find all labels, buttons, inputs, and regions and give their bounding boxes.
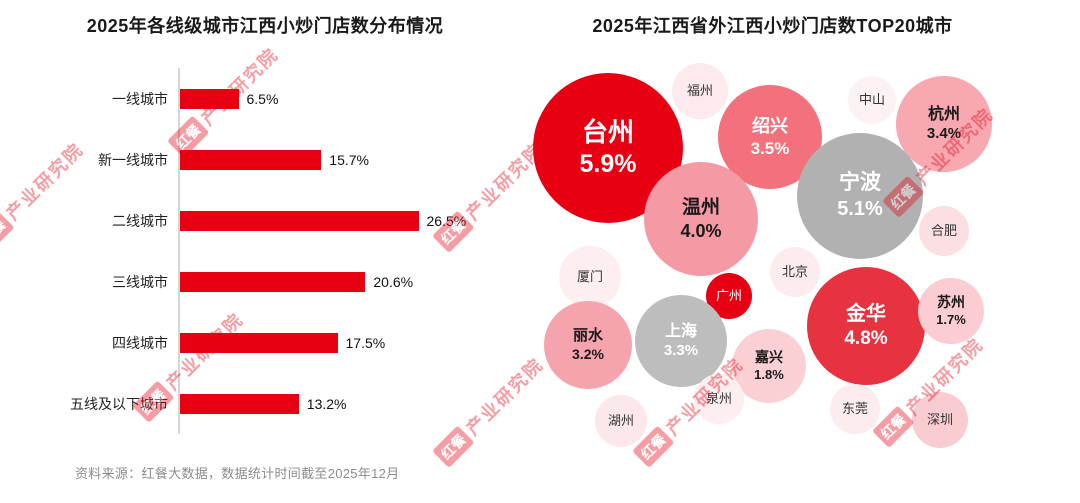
bubble-合肥: 合肥 bbox=[919, 206, 969, 256]
bubble-city-label: 绍兴 bbox=[752, 116, 788, 137]
bar-chart-plot-area: 一线城市 6.5% 新一线城市 15.7% 二线城市 26.5% 三线城市 20.6% 四线城市… bbox=[50, 68, 480, 434]
bubble-chart-title: 2025年江西省外江西小炒门店数TOP20城市 bbox=[592, 16, 953, 36]
bar-value-label: 13.2% bbox=[306, 395, 347, 412]
bubble-嘉兴: 嘉兴 1.8% bbox=[732, 329, 806, 403]
bar-track: 6.5% bbox=[178, 68, 480, 129]
bubble-city-label: 广州 bbox=[715, 287, 742, 303]
bubble-丽水: 丽水 3.2% bbox=[544, 301, 632, 389]
bubble-杭州: 杭州 3.4% bbox=[896, 76, 992, 172]
source-note: 资料来源：红餐大数据，数据统计时间截至2025年12月 bbox=[75, 466, 400, 481]
bubble-value-label: 3.2% bbox=[572, 345, 604, 362]
bubble-金华: 金华 4.8% bbox=[807, 267, 925, 385]
bar-track: 26.5% bbox=[178, 190, 480, 251]
bar-row: 三线城市 20.6% bbox=[50, 251, 480, 312]
bubble-value-label: 4.0% bbox=[680, 220, 722, 241]
bar-row: 一线城市 6.5% bbox=[50, 68, 480, 129]
bar-category-label: 五线及以下城市 bbox=[70, 395, 168, 412]
bubble-value-label: 3.4% bbox=[926, 124, 962, 142]
bar bbox=[180, 332, 338, 353]
bubble-city-label: 中山 bbox=[858, 91, 885, 107]
bar-chart-title: 2025年各线级城市江西小炒门店数分布情况 bbox=[86, 16, 444, 36]
bar bbox=[180, 149, 322, 170]
bar-track: 20.6% bbox=[178, 251, 480, 312]
bar-track: 17.5% bbox=[178, 312, 480, 373]
bubble-value-label: 5.9% bbox=[579, 149, 637, 178]
bubble-city-label: 宁波 bbox=[839, 171, 881, 195]
bar-track: 15.7% bbox=[178, 129, 480, 190]
bar-value-label: 26.5% bbox=[426, 212, 467, 229]
bar bbox=[180, 88, 239, 109]
bubble-city-label: 金华 bbox=[846, 302, 886, 325]
bar-track: 13.2% bbox=[178, 373, 480, 434]
bubble-广州: 广州 bbox=[706, 273, 752, 319]
bubble-city-label: 泉州 bbox=[705, 390, 732, 406]
bar-row: 二线城市 26.5% bbox=[50, 190, 480, 251]
bubble-city-label: 上海 bbox=[664, 322, 697, 340]
bubble-北京: 北京 bbox=[770, 247, 820, 297]
bar-category-label: 新一线城市 bbox=[98, 151, 168, 168]
bubble-厦门: 厦门 bbox=[559, 246, 621, 308]
bubble-city-label: 温州 bbox=[681, 196, 720, 218]
bubble-city-label: 台州 bbox=[581, 117, 634, 148]
bubble-city-label: 丽水 bbox=[572, 326, 603, 344]
bar-row: 五线及以下城市 13.2% bbox=[50, 373, 480, 434]
bubble-city-label: 杭州 bbox=[927, 105, 960, 123]
bubble-value-label: 4.8% bbox=[844, 327, 888, 349]
bubble-深圳: 深圳 bbox=[912, 392, 968, 448]
bar-category-label: 三线城市 bbox=[112, 273, 168, 290]
bubble-value-label: 1.8% bbox=[754, 366, 784, 382]
bubble-city-label: 湖州 bbox=[607, 412, 634, 428]
bubble-chart: 2025年江西省外江西小炒门店数TOP20城市 台州 5.9% 福州 绍兴 3.5% 中山… bbox=[533, 14, 1005, 485]
bar-value-label: 6.5% bbox=[246, 90, 279, 107]
bar-value-label: 17.5% bbox=[345, 334, 386, 351]
bubble-value-label: 5.1% bbox=[837, 197, 883, 220]
bar bbox=[180, 210, 419, 231]
bubble-上海: 上海 3.3% bbox=[635, 295, 727, 387]
bar-chart: 2025年各线级城市江西小炒门店数分布情况 一线城市 6.5% 新一线城市 15.7%… bbox=[50, 14, 480, 434]
bar-category-label: 二线城市 bbox=[112, 212, 168, 229]
bubble-value-label: 3.3% bbox=[663, 341, 699, 359]
bubble-city-label: 深圳 bbox=[926, 411, 953, 427]
bubble-宁波: 宁波 5.1% bbox=[797, 133, 923, 259]
bubble-value-label: 3.5% bbox=[750, 138, 790, 158]
bubble-city-label: 合肥 bbox=[930, 222, 957, 238]
bubble-city-label: 厦门 bbox=[576, 268, 603, 284]
bubble-湖州: 湖州 bbox=[595, 395, 647, 447]
bar-category-label: 四线城市 bbox=[112, 334, 168, 351]
bar-row: 新一线城市 15.7% bbox=[50, 129, 480, 190]
bubble-东莞: 东莞 bbox=[830, 384, 880, 434]
bar-row: 四线城市 17.5% bbox=[50, 312, 480, 373]
hongcan-logo: 红餐 bbox=[0, 210, 15, 253]
bubble-chart-plot-area: 台州 5.9% 福州 绍兴 3.5% 中山 杭州 3.4% 温州 4.0% 宁波 5.1% 合肥 厦门 北京… bbox=[533, 55, 1005, 485]
bubble-city-label: 北京 bbox=[781, 263, 808, 279]
bubble-value-label: 1.7% bbox=[936, 311, 966, 327]
bubble-中山: 中山 bbox=[848, 76, 896, 124]
bubble-台州: 台州 5.9% bbox=[533, 73, 683, 223]
bubble-city-label: 嘉兴 bbox=[755, 349, 783, 366]
bubble-city-label: 福州 bbox=[686, 82, 713, 98]
bubble-福州: 福州 bbox=[672, 63, 728, 119]
bubble-city-label: 东莞 bbox=[841, 400, 868, 416]
bar-category-label: 一线城市 bbox=[112, 90, 168, 107]
bar-value-label: 20.6% bbox=[373, 273, 414, 290]
bubble-温州: 温州 4.0% bbox=[644, 162, 758, 276]
bubble-泉州: 泉州 bbox=[694, 374, 744, 424]
bubble-city-label: 苏州 bbox=[937, 294, 965, 311]
bubble-苏州: 苏州 1.7% bbox=[918, 278, 984, 344]
bar bbox=[180, 393, 299, 414]
bar-value-label: 15.7% bbox=[329, 151, 369, 168]
bar bbox=[180, 271, 366, 292]
